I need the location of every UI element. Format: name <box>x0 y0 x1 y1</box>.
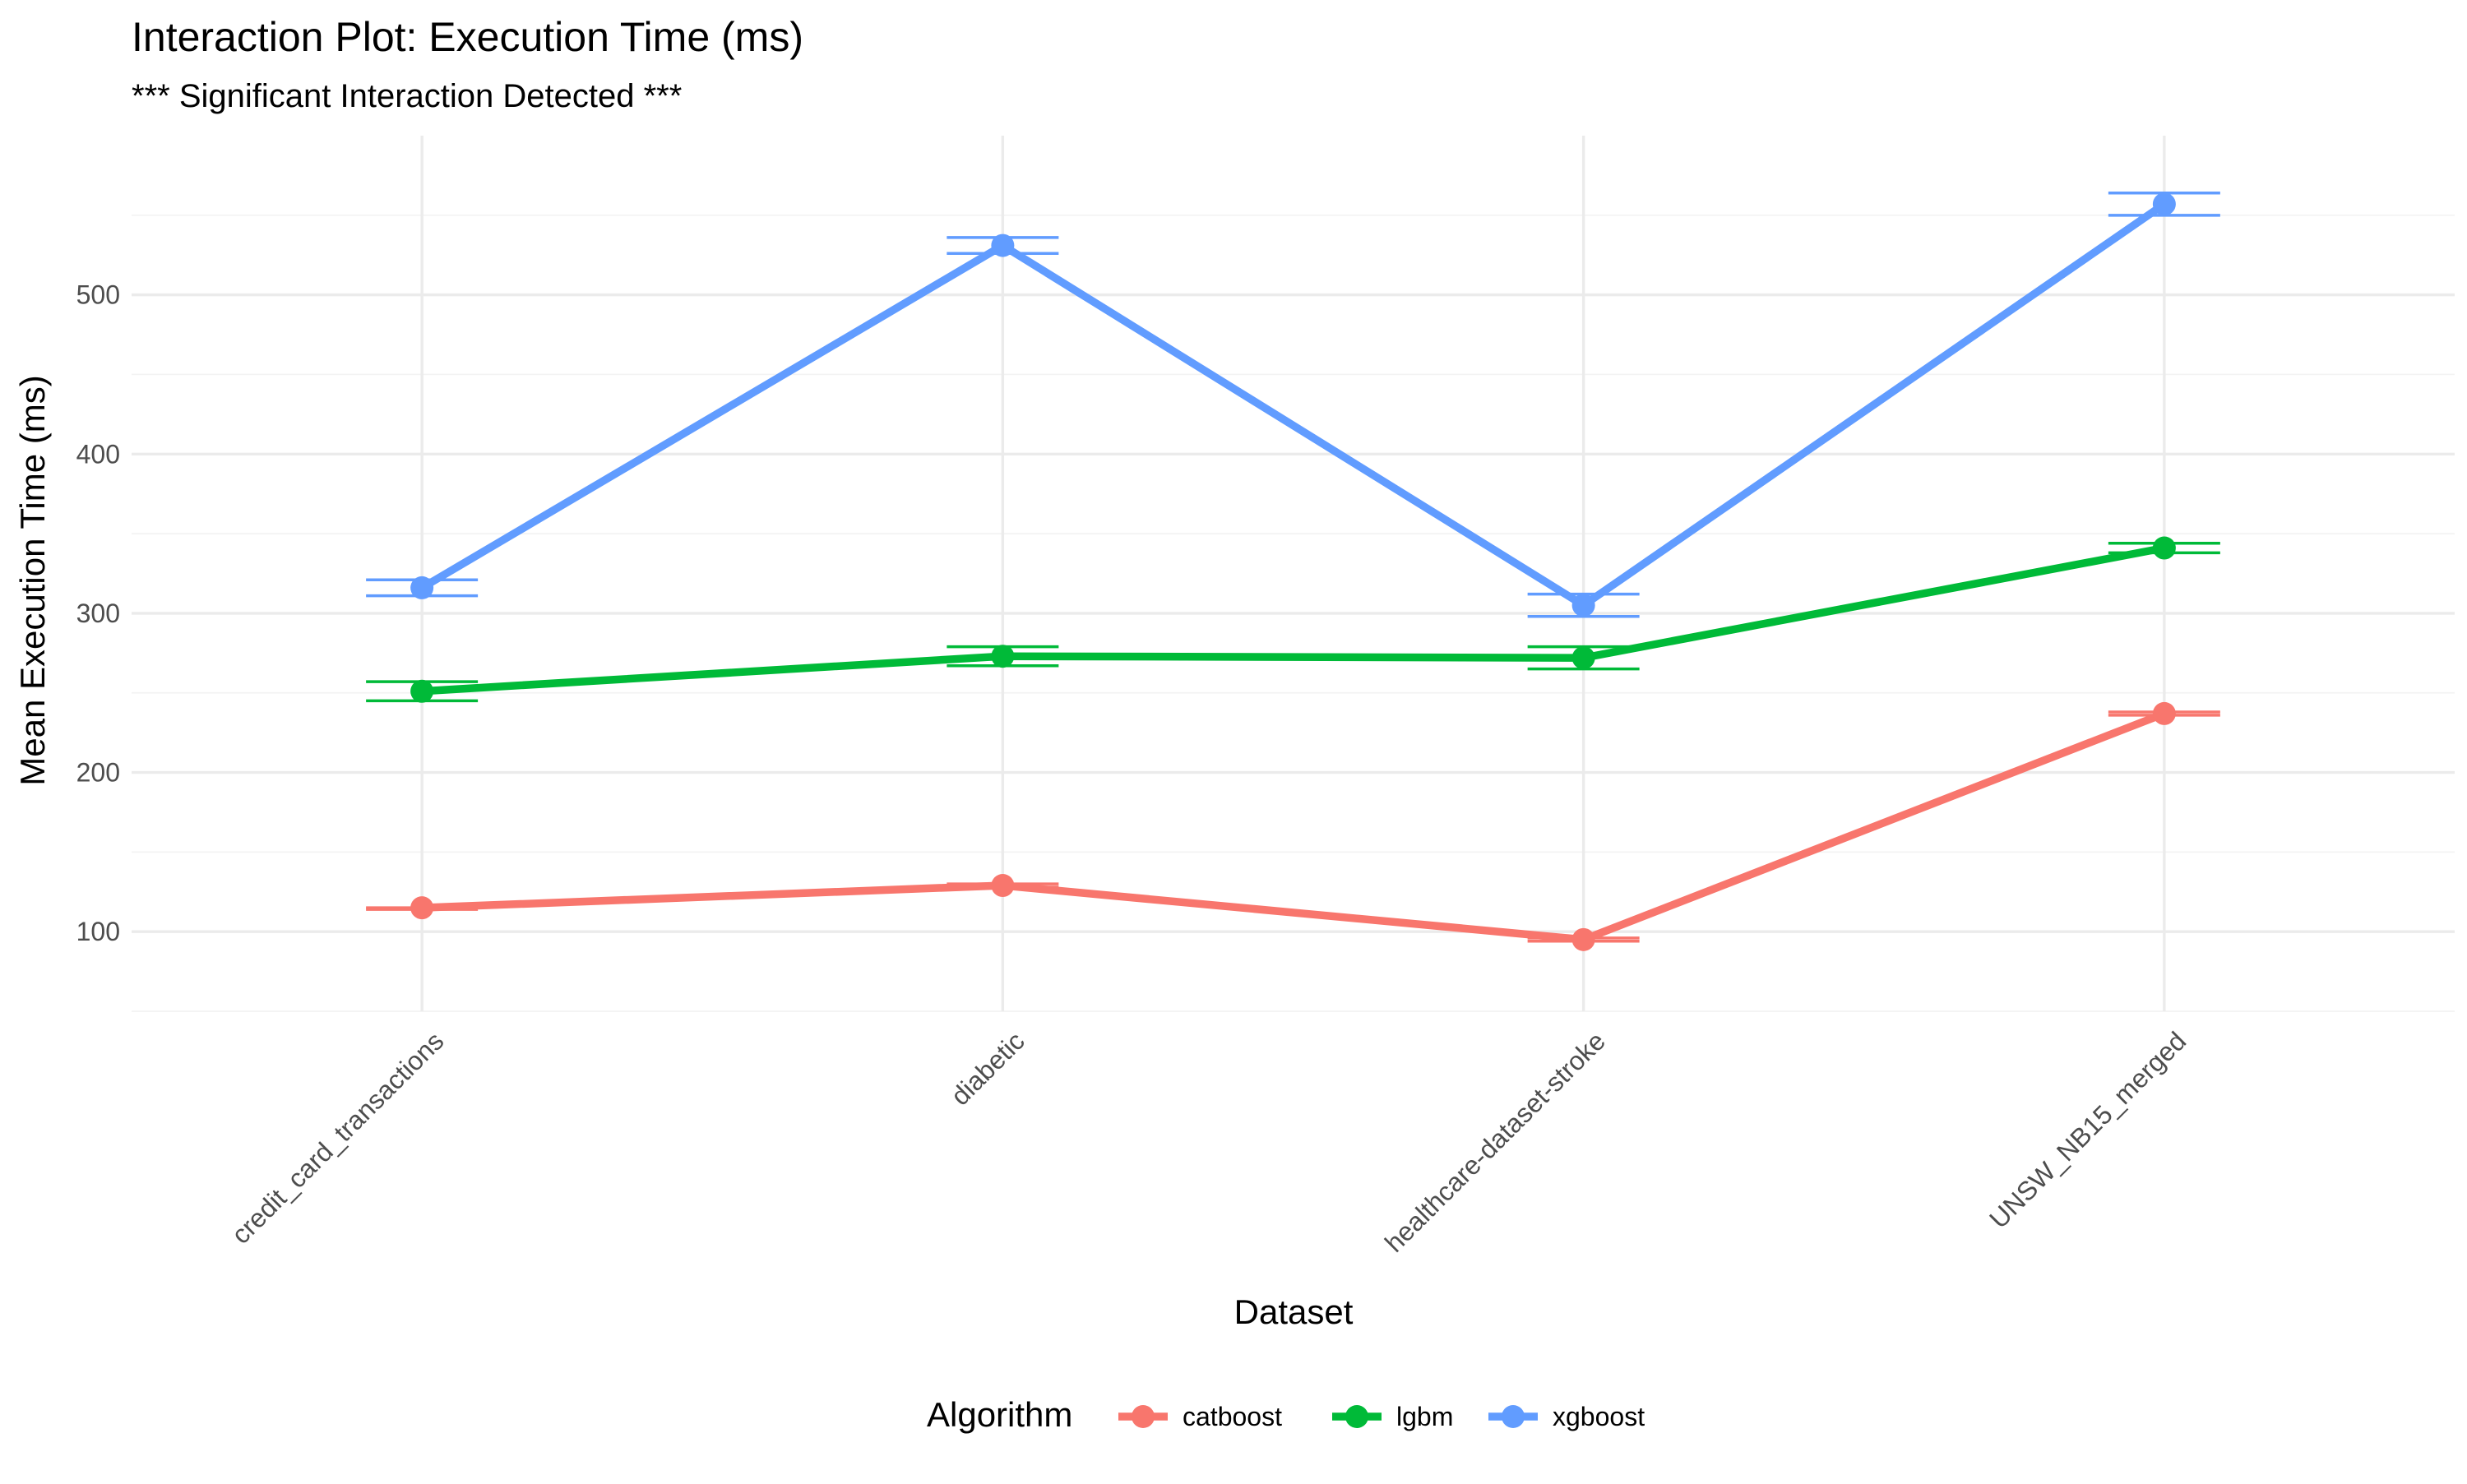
chart-subtitle: *** Significant Interaction Detected *** <box>132 78 682 114</box>
xgboost-point <box>2152 192 2176 216</box>
catboost-legend-label: catboost <box>1183 1402 1282 1431</box>
catboost-series-line <box>421 710 2166 944</box>
grid-layer <box>132 136 2455 1012</box>
chart-title: Interaction Plot: Execution Time (ms) <box>132 14 803 60</box>
y-axis-title: Mean Execution Time (ms) <box>13 375 52 786</box>
line-layer <box>419 201 2167 944</box>
lgbm-point <box>991 645 1015 668</box>
lgbm-legend-label: lgbm <box>1396 1402 1453 1431</box>
y-tick-label: 400 <box>76 439 120 469</box>
catboost-legend-point <box>1132 1405 1155 1428</box>
point-layer <box>410 192 2176 951</box>
xgboost-point <box>991 233 1015 257</box>
xgboost-point <box>1571 594 1595 617</box>
catboost-point <box>1571 927 1595 951</box>
xgboost-legend-label: xgboost <box>1553 1402 1645 1431</box>
catboost-point <box>991 874 1015 898</box>
catboost-point <box>410 896 434 920</box>
legend-items: catboost lgbm xgboost <box>1118 1402 1645 1431</box>
lgbm-point <box>410 679 434 703</box>
xgboost-point <box>410 576 434 599</box>
y-tick-label: 100 <box>76 917 120 946</box>
lgbm-point <box>2152 536 2176 560</box>
xgboost-series-line <box>419 201 2167 609</box>
y-tick-label: 200 <box>76 758 120 788</box>
y-tick-label: 500 <box>76 280 120 310</box>
catboost-point <box>2152 701 2176 725</box>
lgbm-legend-point <box>1345 1405 1368 1428</box>
y-tick-label: 300 <box>76 599 120 628</box>
x-axis-title: Dataset <box>1234 1292 1354 1331</box>
legend: Algorithm catboost lgbm xgboost <box>927 1395 1645 1434</box>
legend-title: Algorithm <box>927 1395 1072 1434</box>
lgbm-point <box>1571 646 1595 670</box>
lgbm-series-line <box>421 543 2165 696</box>
xgboost-legend-point <box>1502 1405 1525 1428</box>
